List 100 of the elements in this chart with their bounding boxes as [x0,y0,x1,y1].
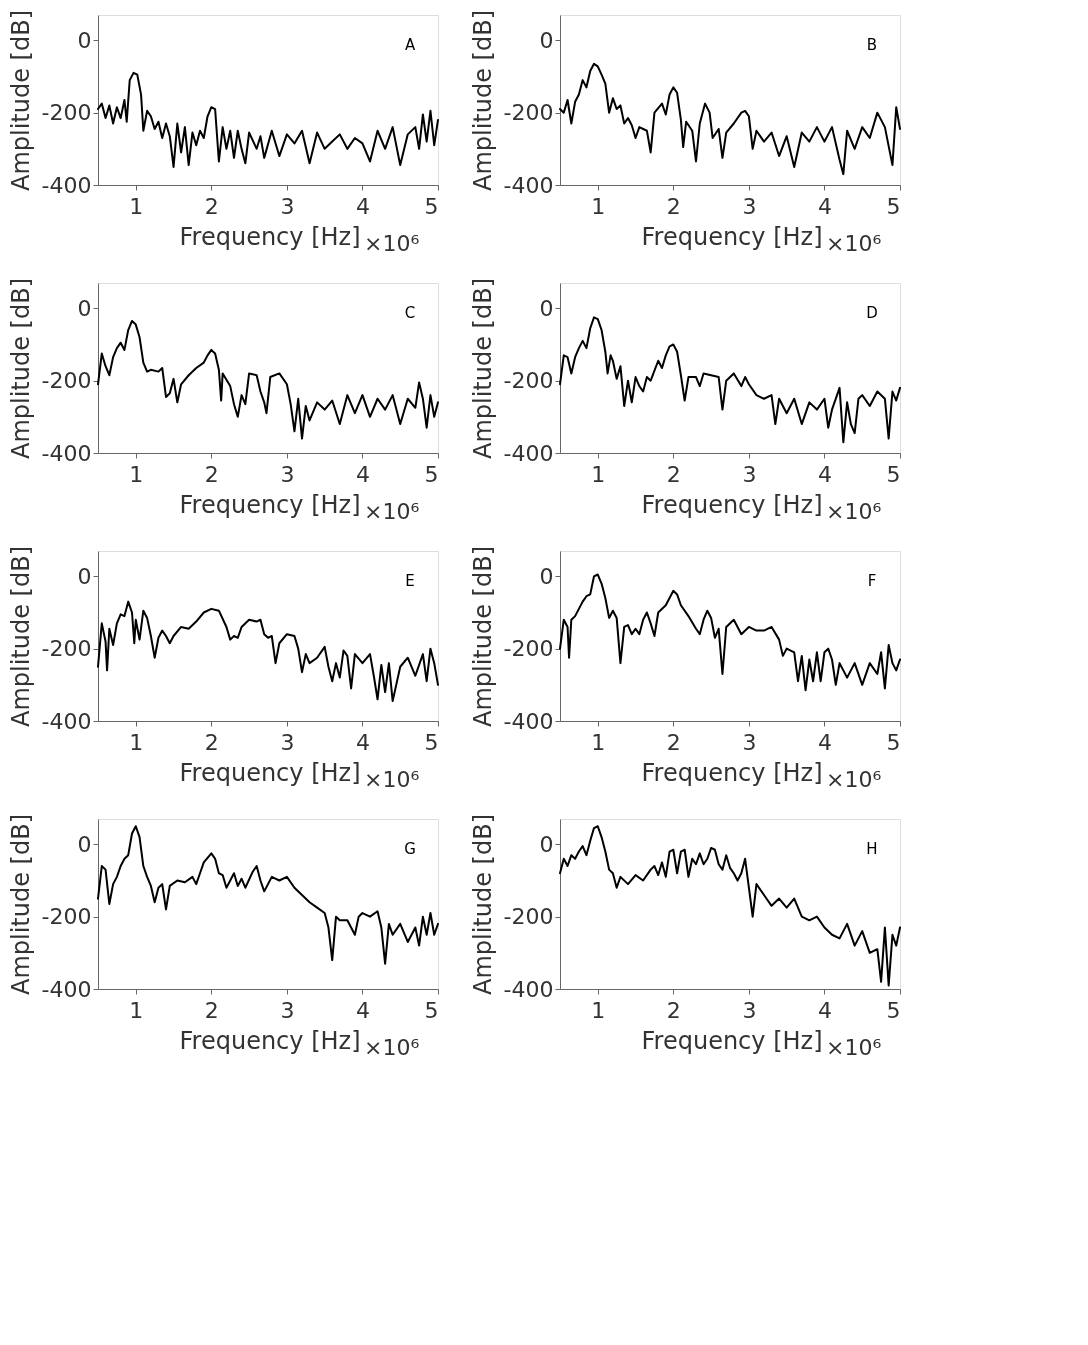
x-tick-label: 4 [817,997,832,1023]
text: D [866,304,878,322]
x-tick-label: 3 [280,997,295,1023]
x-tick-label: 2 [666,193,681,219]
x-tick-label: 1 [129,997,144,1023]
x-axis-title: Frequency [Hz] [179,1026,361,1055]
y-axis-title: Amplitude [dB] [6,545,35,728]
x-tick-label: 2 [204,997,219,1023]
y-tick-label: -200 [41,636,92,662]
y-axis-title: Amplitude [dB] [468,545,497,728]
text: ×10⁶ [826,499,882,524]
x-axis-title: Frequency [Hz] [179,222,361,251]
x-tick-label: 3 [742,997,757,1023]
text: ×10⁶ [364,231,420,256]
y-tick-label: 0 [539,563,554,589]
y-tick-label: -400 [503,440,554,466]
x-tick-label: 5 [424,997,439,1023]
y-axis-title: Amplitude [dB] [6,277,35,460]
y-tick-label: -400 [503,708,554,734]
x-tick-label: 3 [280,193,295,219]
x-tick-label: 1 [129,729,144,755]
y-axis-title: Amplitude [dB] [6,813,35,996]
x-tick-label: 1 [591,461,606,487]
x-axis-title: Frequency [Hz] [179,758,361,787]
x-tick-label: 2 [666,729,681,755]
x-tick-label: 5 [886,461,901,487]
y-tick-label: -200 [503,368,554,394]
text: G [404,840,416,858]
y-tick-label: 0 [539,27,554,53]
line-series [559,573,901,692]
line-series [97,71,439,168]
x-tick-label: 4 [355,997,370,1023]
text: F [867,572,877,590]
y-tick-label: -200 [41,368,92,394]
y-tick-label: -400 [503,976,554,1002]
x-tick-label: 1 [129,193,144,219]
y-tick-label: 0 [77,831,92,857]
x-tick-label: 4 [817,193,832,219]
line-series [97,825,439,965]
text: ×10⁶ [826,231,882,256]
x-axis-title: Frequency [Hz] [641,1026,823,1055]
text: ×10⁶ [364,1035,420,1060]
x-tick-label: 2 [204,461,219,487]
x-tick-label: 3 [280,461,295,487]
y-axis-title: Amplitude [dB] [468,277,497,460]
line-series [559,62,901,176]
x-tick-label: 5 [424,729,439,755]
y-tick-label: -400 [41,172,92,198]
x-axis-title: Frequency [Hz] [179,490,361,519]
line-series [97,600,439,703]
y-tick-label: -200 [41,100,92,126]
text: ×10⁶ [364,767,420,792]
text: ×10⁶ [364,499,420,524]
x-tick-label: 4 [355,729,370,755]
x-tick-label: 5 [886,997,901,1023]
y-tick-label: 0 [77,295,92,321]
line-series [97,319,439,440]
x-tick-label: 5 [424,193,439,219]
text: ×10⁶ [826,1035,882,1060]
y-axis-title: Amplitude [dB] [468,813,497,996]
text: C [404,304,416,322]
text: H [866,840,878,858]
y-tick-label: 0 [77,27,92,53]
x-tick-label: 5 [886,193,901,219]
x-tick-label: 4 [355,193,370,219]
text: E [405,572,415,590]
x-axis-title: Frequency [Hz] [641,758,823,787]
x-tick-label: 4 [355,461,370,487]
y-tick-label: -400 [41,708,92,734]
x-tick-label: 4 [817,729,832,755]
y-tick-label: -400 [41,440,92,466]
text: A [404,36,416,54]
y-axis-title: Amplitude [dB] [6,9,35,192]
y-tick-label: 0 [77,563,92,589]
x-axis-title: Frequency [Hz] [641,490,823,519]
x-tick-label: 5 [886,729,901,755]
x-tick-label: 1 [591,997,606,1023]
x-axis-title: Frequency [Hz] [641,222,823,251]
x-tick-label: 5 [424,461,439,487]
x-tick-label: 2 [666,997,681,1023]
y-tick-label: -400 [503,172,554,198]
x-tick-label: 3 [742,729,757,755]
y-tick-label: -200 [503,904,554,930]
y-tick-label: -400 [41,976,92,1002]
y-tick-label: 0 [539,831,554,857]
x-tick-label: 2 [204,193,219,219]
line-series [559,316,901,444]
x-tick-label: 1 [591,193,606,219]
y-tick-label: -200 [41,904,92,930]
x-tick-label: 2 [204,729,219,755]
x-tick-label: 1 [129,461,144,487]
x-tick-label: 2 [666,461,681,487]
y-axis-title: Amplitude [dB] [468,9,497,192]
text: B [866,36,878,54]
x-tick-label: 3 [742,461,757,487]
y-tick-label: 0 [539,295,554,321]
x-tick-label: 4 [817,461,832,487]
x-tick-label: 1 [591,729,606,755]
x-tick-label: 3 [280,729,295,755]
text: ×10⁶ [826,767,882,792]
